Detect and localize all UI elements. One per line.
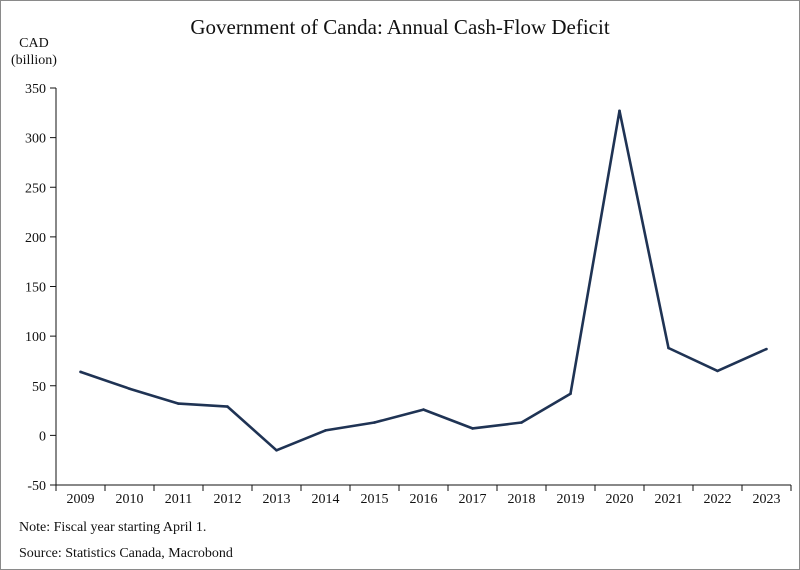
y-tick-label: 150 (25, 281, 46, 296)
x-tick-label: 2022 (704, 492, 732, 507)
data-point-2015 (373, 421, 376, 424)
footnote: Note: Fiscal year starting April 1. (19, 520, 207, 535)
y-tick-label: 300 (25, 132, 46, 147)
x-tick-label: 2020 (606, 492, 634, 507)
data-point-2016 (422, 408, 425, 411)
x-tick-label: 2015 (361, 492, 389, 507)
chart-title: Government of Canda: Annual Cash-Flow De… (190, 15, 610, 39)
x-tick-label: 2019 (557, 492, 585, 507)
data-point-2020 (618, 109, 621, 113)
y-tick-label: 350 (25, 82, 46, 97)
x-tick-label: 2016 (410, 492, 438, 507)
x-tick-label: 2014 (312, 492, 340, 507)
y-tick-label: 50 (32, 380, 46, 395)
source-note: Source: Statistics Canada, Macrobond (19, 546, 233, 561)
y-tick-label: 100 (25, 330, 46, 345)
data-point-2010 (128, 387, 131, 391)
data-point-2022 (716, 369, 719, 373)
series-line (80, 109, 768, 452)
x-tick-label: 2011 (165, 492, 192, 507)
y-axis-unit: CAD (billion) (11, 35, 57, 69)
y-tick-label: -50 (27, 479, 46, 494)
y-tick-label: 200 (25, 231, 46, 246)
data-point-2012 (226, 405, 229, 408)
y-tick-label: 0 (39, 429, 46, 444)
data-point-2021 (667, 346, 670, 350)
y-axis-unit-line2: (billion) (11, 53, 57, 68)
data-point-2009 (79, 370, 82, 374)
x-tick-label: 2021 (655, 492, 683, 507)
x-tick-label: 2017 (459, 492, 487, 507)
x-tick-label: 2018 (508, 492, 536, 507)
x-tick-label: 2013 (263, 492, 291, 507)
data-point-2014 (324, 429, 327, 432)
data-point-2023 (765, 347, 768, 351)
data-point-2013 (275, 448, 278, 452)
x-axis: 2009 2010 2011 2012 2013 2014 2015 2016 2017 2018… (55, 484, 792, 507)
data-point-2011 (177, 402, 180, 405)
y-tick-label: 250 (25, 181, 46, 196)
x-tick-label: 2009 (67, 492, 95, 507)
data-point-2019 (569, 392, 572, 395)
x-tick-label: 2010 (116, 492, 144, 507)
x-tick-label: 2023 (753, 492, 781, 507)
x-tick-label: 2012 (214, 492, 242, 507)
data-point-2018 (520, 421, 523, 424)
data-point-2017 (471, 427, 474, 430)
series-layer (79, 109, 768, 452)
y-axis: -50 0 50 100 150 200 250 300 350 (25, 82, 57, 494)
line-chart: -50 0 50 100 150 200 250 300 350 2009 2010 2011 201… (25, 82, 792, 507)
y-axis-unit-line1: CAD (19, 36, 49, 51)
